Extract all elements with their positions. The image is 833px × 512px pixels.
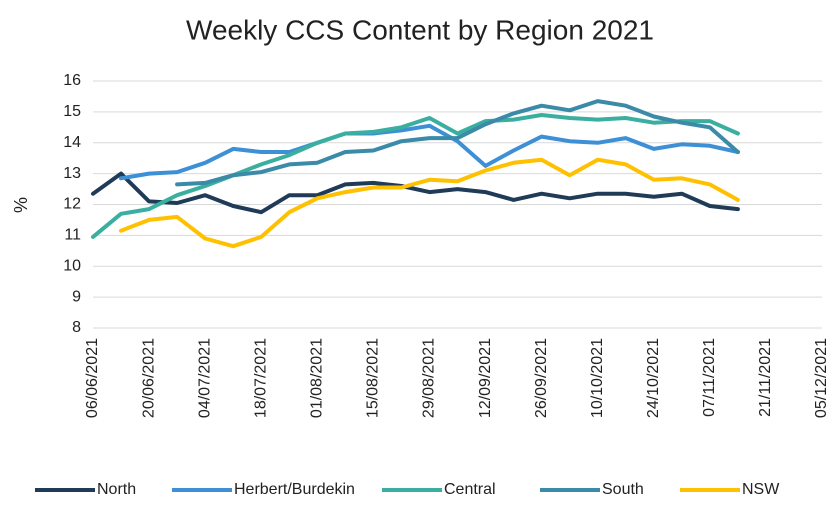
- x-tick-label: 12/09/2021: [477, 338, 494, 418]
- y-tick-label: 8: [72, 319, 81, 336]
- x-tick-label: 15/08/2021: [365, 338, 382, 418]
- x-tick-label: 04/07/2021: [196, 338, 213, 418]
- x-tick-label: 07/11/2021: [701, 338, 718, 417]
- y-tick-label: 16: [63, 72, 81, 89]
- x-tick-label: 29/08/2021: [421, 338, 438, 418]
- y-axis-label: %: [11, 197, 31, 213]
- x-tick-label: 01/08/2021: [309, 338, 326, 418]
- y-tick-label: 13: [63, 165, 81, 182]
- legend-label: North: [97, 481, 136, 498]
- y-tick-label: 15: [63, 103, 81, 120]
- x-tick-label: 10/10/2021: [589, 338, 606, 418]
- x-tick-label: 18/07/2021: [252, 338, 269, 418]
- y-tick-label: 11: [64, 227, 81, 244]
- x-tick-label: 06/06/2021: [84, 338, 101, 418]
- x-tick-label: 24/10/2021: [645, 338, 662, 418]
- x-tick-label: 26/09/2021: [533, 338, 550, 418]
- legend-label: South: [602, 481, 644, 498]
- y-tick-label: 9: [72, 288, 81, 305]
- legend-label: Central: [444, 481, 496, 498]
- x-tick-label: 20/06/2021: [140, 338, 157, 418]
- series-line: [91, 113, 740, 239]
- chart-title: Weekly CCS Content by Region 2021: [186, 14, 654, 45]
- series-line: [119, 157, 740, 249]
- x-tick-label: 21/11/2021: [757, 338, 774, 417]
- y-tick-label: 14: [63, 134, 81, 151]
- y-tick-label: 10: [63, 257, 81, 274]
- series-line: [119, 123, 740, 181]
- legend-label: NSW: [742, 481, 780, 498]
- series-line: [91, 171, 740, 215]
- x-tick-label: 05/12/2021: [813, 338, 830, 418]
- series-line: [175, 99, 740, 187]
- y-tick-label: 12: [63, 196, 81, 213]
- legend-label: Herbert/Burdekin: [234, 481, 355, 498]
